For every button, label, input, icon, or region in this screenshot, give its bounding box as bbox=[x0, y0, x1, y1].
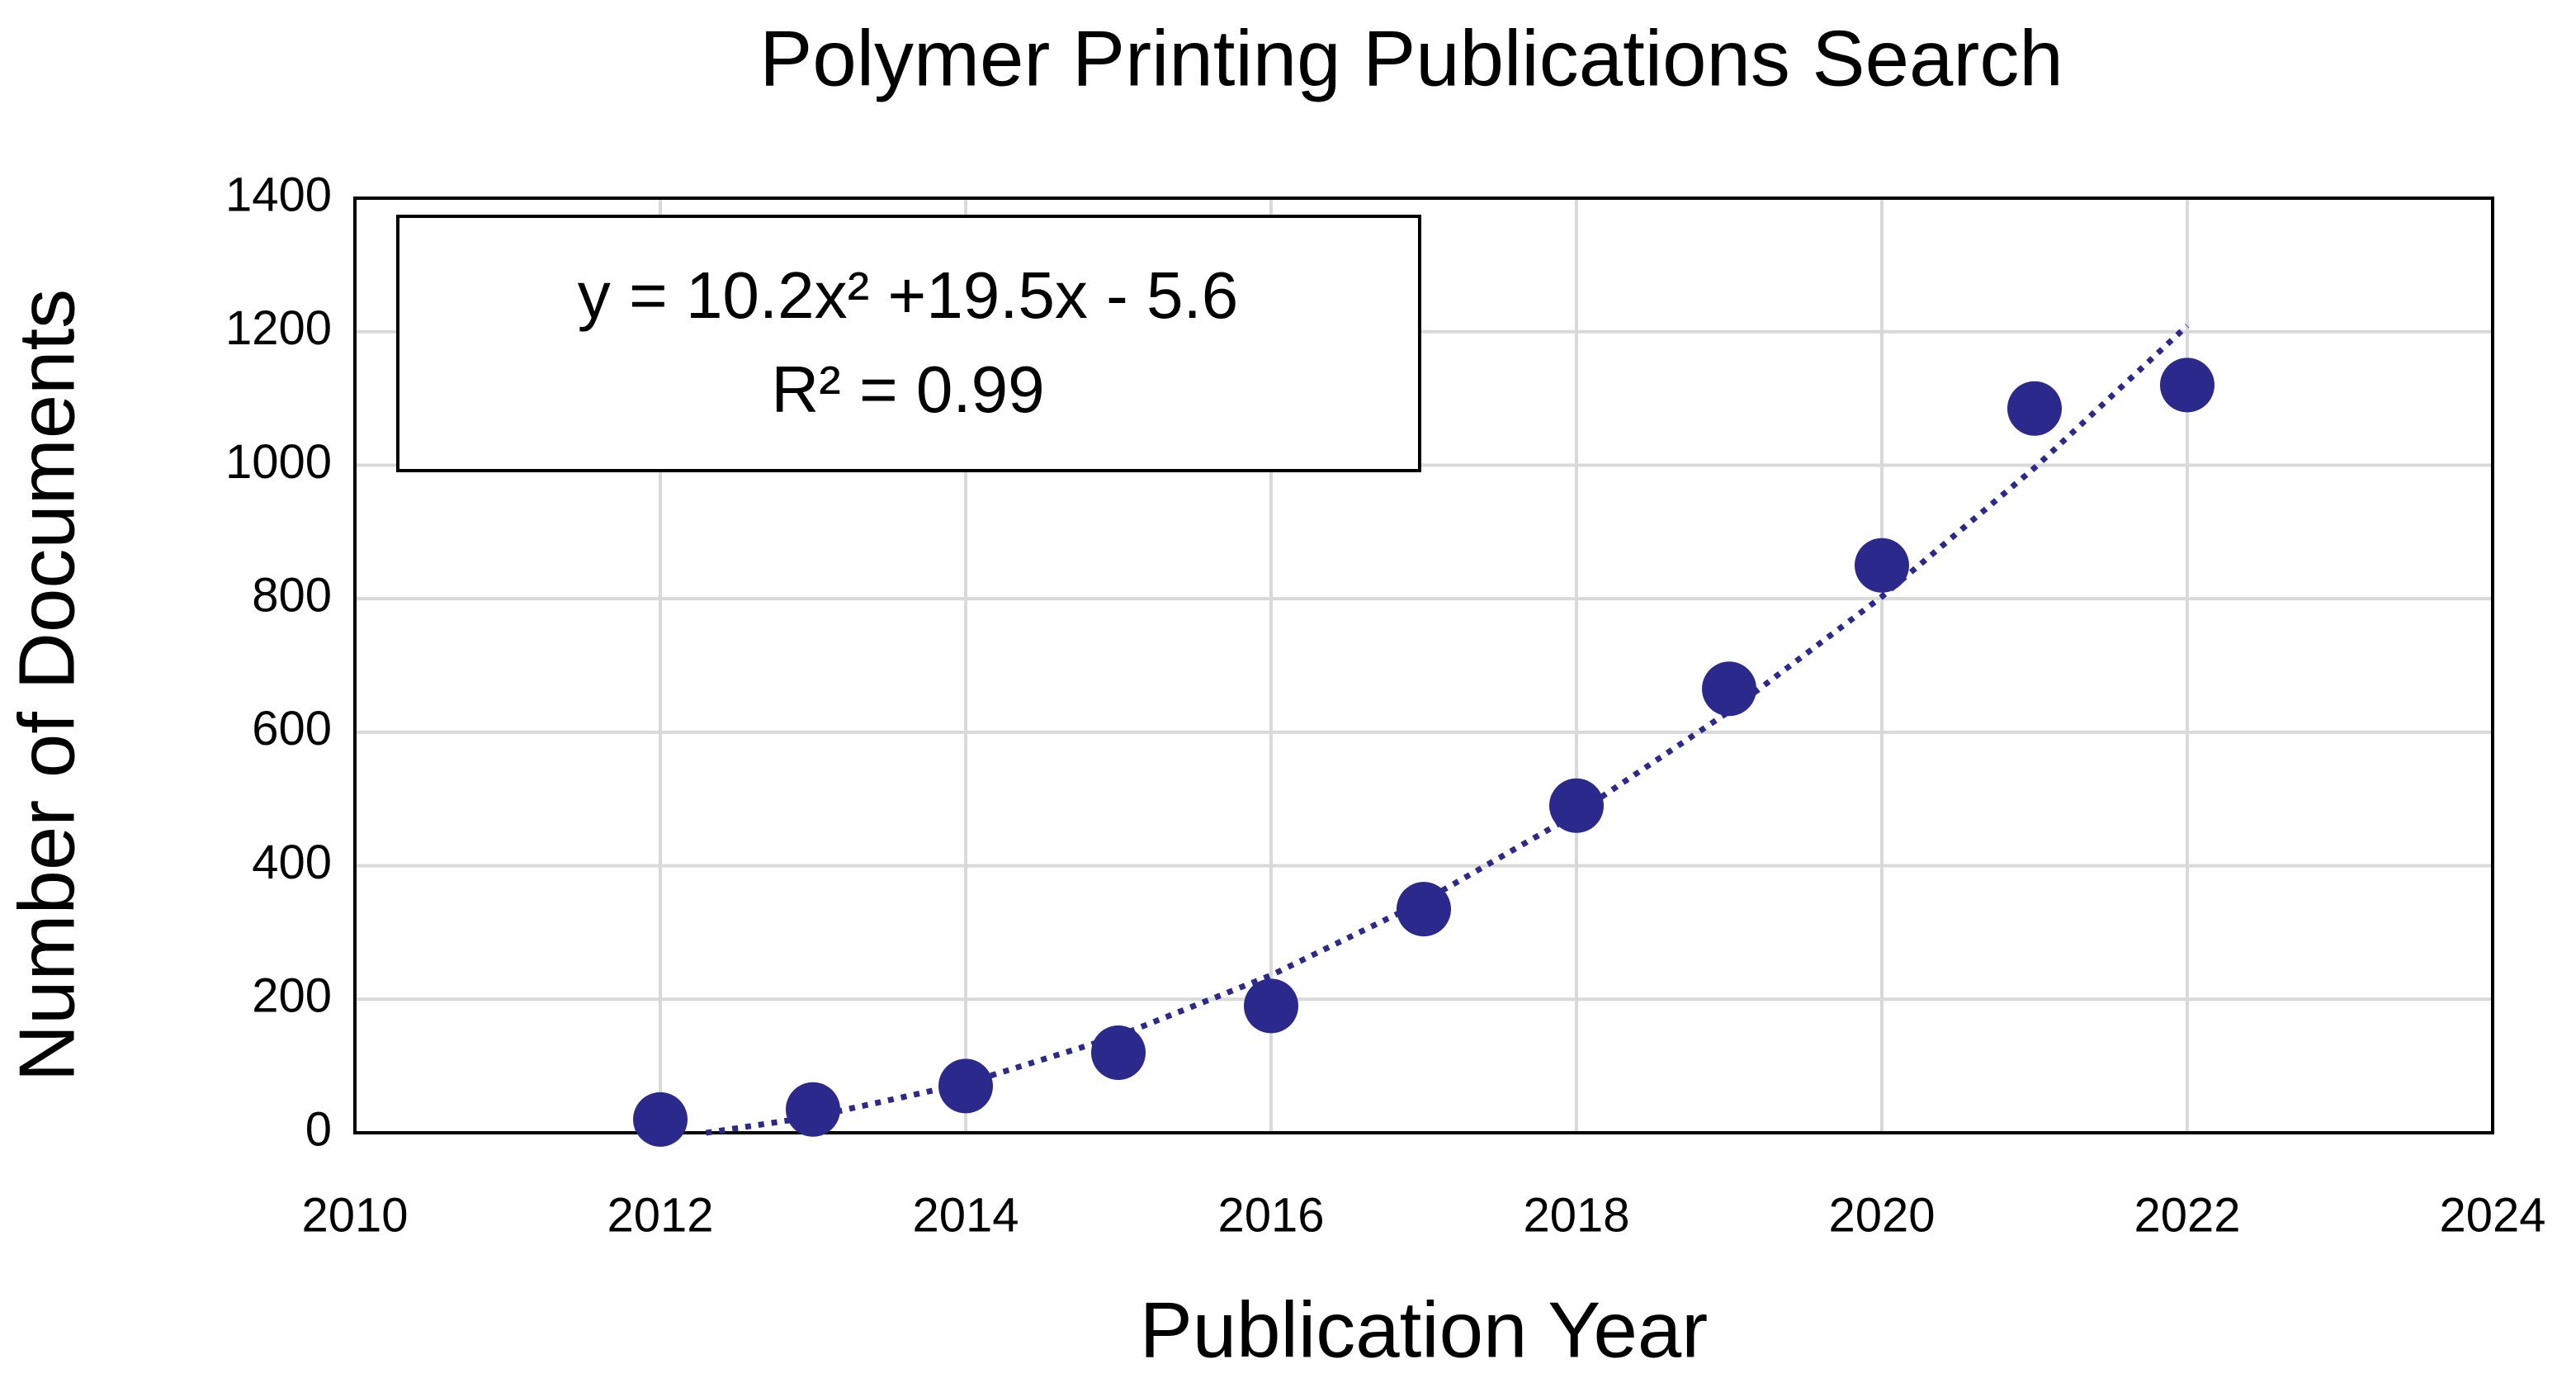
x-tick-label: 2016 bbox=[1217, 1188, 1324, 1242]
marks bbox=[633, 323, 2214, 1147]
x-tick-label: 2014 bbox=[912, 1188, 1019, 1242]
y-tick-label: 800 bbox=[252, 568, 332, 622]
data-point bbox=[1244, 978, 1298, 1034]
data-point bbox=[786, 1082, 840, 1137]
y-axis-title: Number of Documents bbox=[2, 289, 91, 1082]
y-tick-label: 0 bbox=[305, 1102, 332, 1156]
y-tick-label: 1000 bbox=[225, 435, 332, 489]
y-tick-label: 200 bbox=[252, 969, 332, 1023]
equation: y = 10.2x² +19.5x - 5.6 bbox=[578, 258, 1238, 332]
data-point bbox=[633, 1092, 688, 1147]
x-tick-label: 2018 bbox=[1523, 1188, 1629, 1242]
data-point bbox=[1549, 778, 1604, 833]
x-tick-label: 2024 bbox=[2439, 1188, 2545, 1242]
data-point bbox=[2160, 358, 2214, 413]
y-tick-label: 1400 bbox=[225, 168, 332, 221]
data-point bbox=[2007, 381, 2062, 436]
data-point bbox=[1091, 1025, 1146, 1080]
data-point bbox=[938, 1058, 993, 1114]
data-point bbox=[1855, 537, 1909, 593]
equation-box bbox=[396, 215, 1421, 472]
chart-title: Polymer Printing Publications Search bbox=[759, 14, 2063, 102]
y-tick-label: 1200 bbox=[225, 301, 332, 355]
data-point bbox=[1702, 661, 1756, 717]
plot-border bbox=[353, 197, 2494, 1134]
y-tick-label: 400 bbox=[252, 836, 332, 889]
y-tick-label: 600 bbox=[252, 702, 332, 755]
data-point bbox=[1397, 882, 1451, 937]
x-tick-label: 2020 bbox=[1828, 1188, 1935, 1242]
x-tick-label: 2012 bbox=[607, 1188, 713, 1242]
x-axis-title: Publication Year bbox=[1140, 1286, 1709, 1374]
r-squared: R² = 0.99 bbox=[771, 353, 1044, 426]
x-tick-label: 2022 bbox=[2134, 1188, 2240, 1242]
x-tick-label: 2010 bbox=[301, 1188, 408, 1242]
